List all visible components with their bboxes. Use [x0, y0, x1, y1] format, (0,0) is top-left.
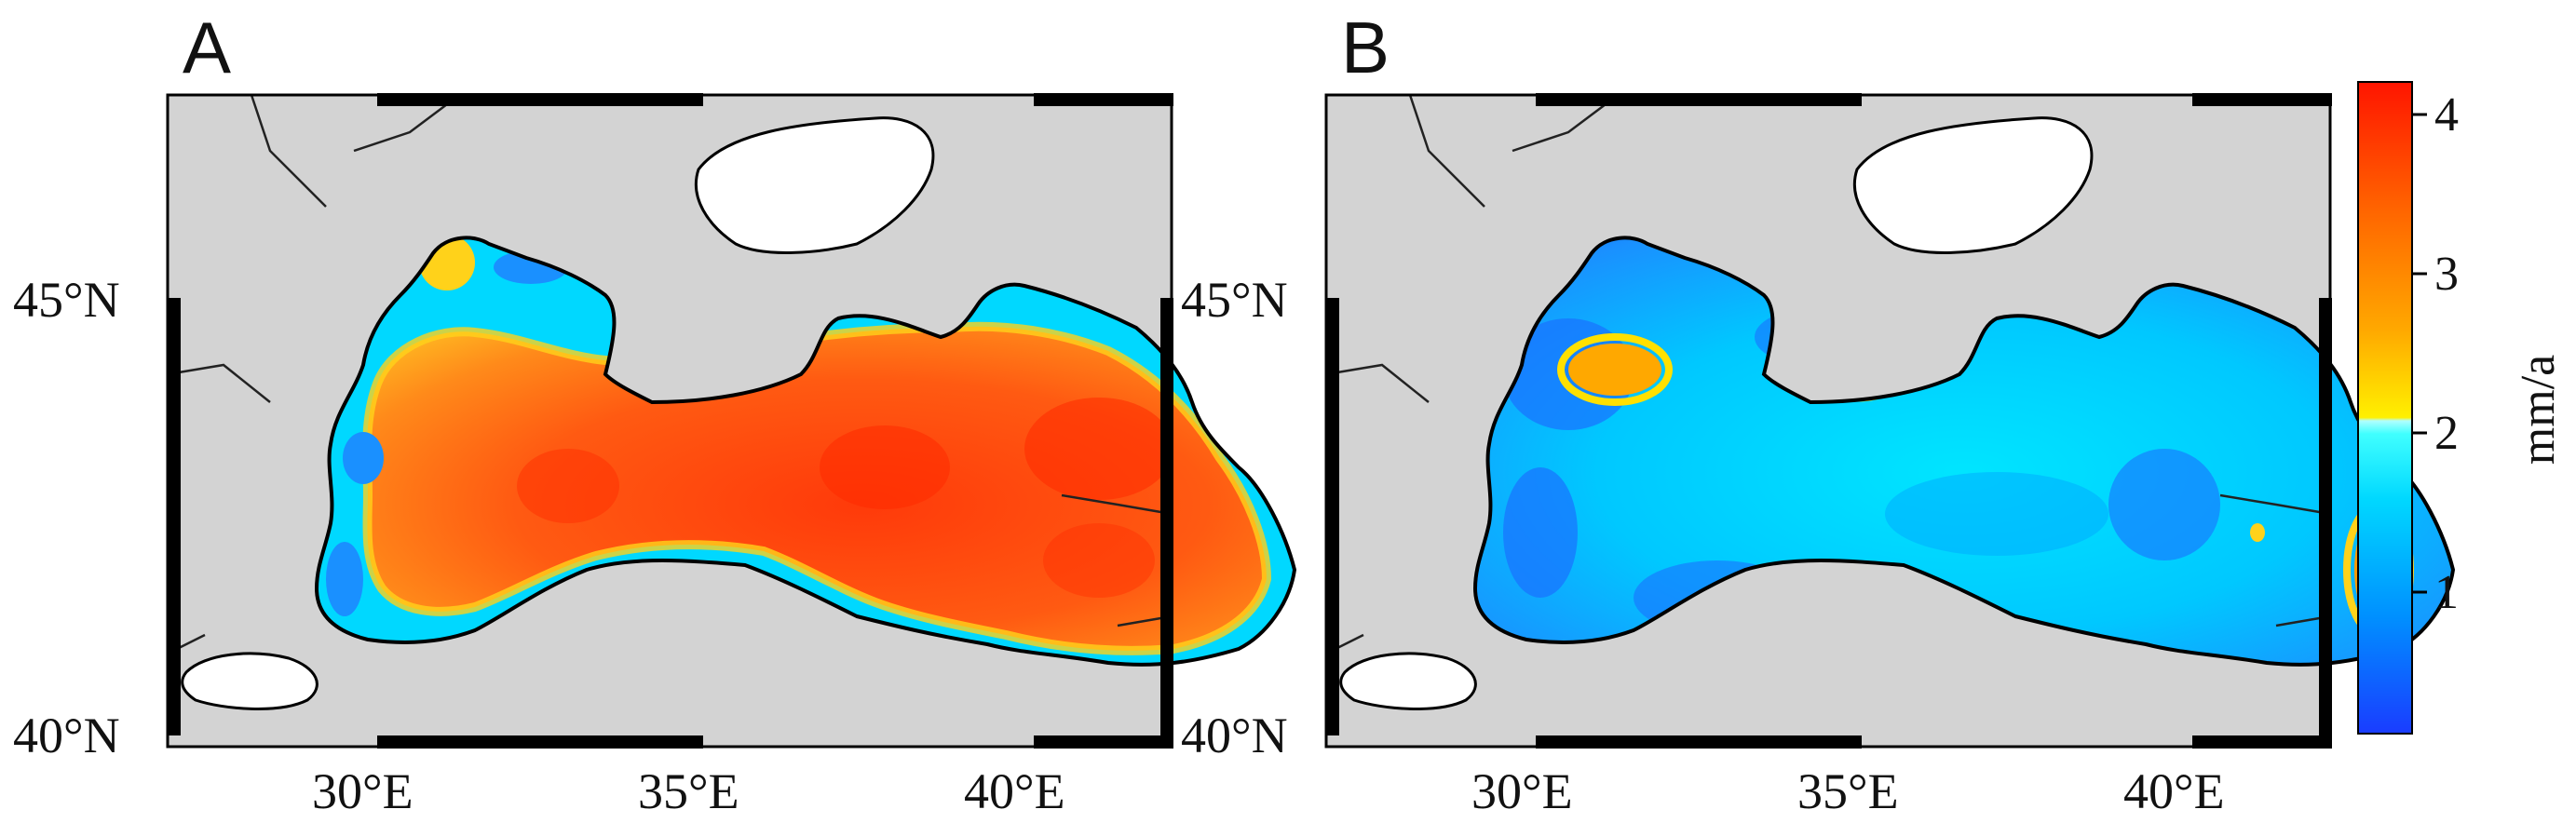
- panel-b-marmara: [1339, 652, 1477, 710]
- panel-b-ytick-45: 45°N: [1181, 272, 1288, 328]
- panel-b-letter: B: [1341, 7, 1390, 88]
- panel-a-xtick-30: 30°E: [312, 763, 414, 819]
- panel-a-letter: A: [183, 7, 231, 88]
- panel-a-marmara: [181, 652, 319, 710]
- panel-a: A: [13, 7, 1296, 819]
- panel-a-xtick-35: 35°E: [638, 763, 739, 819]
- panel-a-borders: [167, 94, 1173, 655]
- panel-a-ytick-40: 40°N: [13, 708, 120, 763]
- panel-b-xtick-40: 40°E: [2123, 763, 2225, 819]
- panel-a-azov: [694, 116, 935, 254]
- panel-b-xtick-35: 35°E: [1797, 763, 1899, 819]
- colorbar: 4 3 2 1 mm/a: [2357, 81, 2565, 735]
- panel-b-xtick-30: 30°E: [1471, 763, 1573, 819]
- panel-a-xtick-40: 40°E: [964, 763, 1065, 819]
- colorbar-tick-3: 3: [2434, 248, 2459, 301]
- colorbar-tick-1: 1: [2434, 566, 2459, 619]
- panel-b-ytick-40: 40°N: [1181, 708, 1288, 763]
- colorbar-tick-4: 4: [2434, 88, 2459, 142]
- panel-b-axis-bars: [1326, 93, 2332, 749]
- panel-a-ytick-45: 45°N: [13, 272, 120, 328]
- panel-b-azov: [1852, 116, 2094, 254]
- panel-b-borders: [1325, 94, 2331, 655]
- colorbar-unit: mm/a: [2512, 355, 2565, 465]
- panel-a-axis-bars: [168, 93, 1173, 749]
- panel-b: B: [1181, 7, 2455, 819]
- panel-b-map: [1324, 93, 2455, 749]
- colorbar-scale: [2357, 81, 2413, 735]
- panel-a-map: [166, 93, 1296, 749]
- colorbar-tick-2: 2: [2434, 407, 2459, 460]
